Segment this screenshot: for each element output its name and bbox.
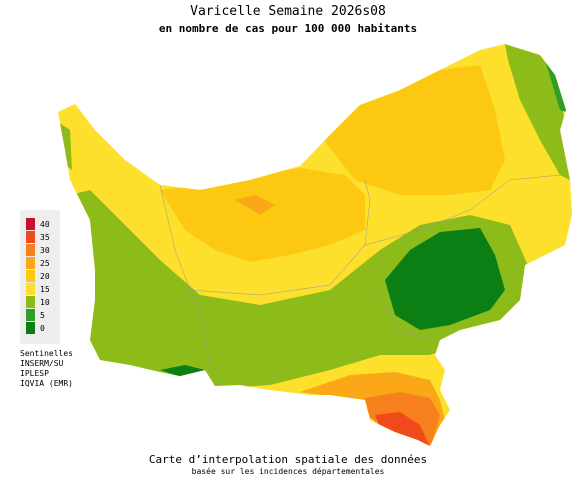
legend-swatch [26,296,35,308]
legend-label: 40 [40,220,50,229]
legend-label: 5 [40,311,45,320]
legend-swatch [26,244,35,256]
region [235,195,275,215]
footer-line: basée sur les incidences départementales [192,466,385,476]
source: INSERM/SU [20,359,64,368]
legend-label: 10 [40,298,50,307]
region [385,228,505,330]
legend-label: 35 [40,233,50,242]
source: IQVIA (EMR) [20,379,73,388]
source: IPLESP [20,369,49,378]
source: Sentinelles [20,349,73,358]
legend-label: 15 [40,285,50,294]
legend-swatch [26,270,35,282]
legend-swatch [26,218,35,230]
legend-swatch [26,322,35,334]
legend-label: 0 [40,324,45,333]
footer-line: Carte d’interpolation spatiale des donné… [149,453,427,466]
legend-swatch [26,257,35,269]
legend-label: 20 [40,272,50,281]
region [58,190,530,390]
subtitle: en nombre de cas pour 100 000 habitants [159,22,417,35]
title: Varicelle Semaine 2026s08 [190,4,386,19]
legend-swatch [26,309,35,321]
legend: 40 35 30 25 20 15 10 5 0 [20,210,60,344]
region [320,65,505,195]
region [160,168,365,262]
department-borders [159,174,561,371]
legend-label: 30 [40,246,50,255]
legend-label: 25 [40,259,50,268]
legend-swatch [26,231,35,243]
legend-swatch [26,283,35,295]
